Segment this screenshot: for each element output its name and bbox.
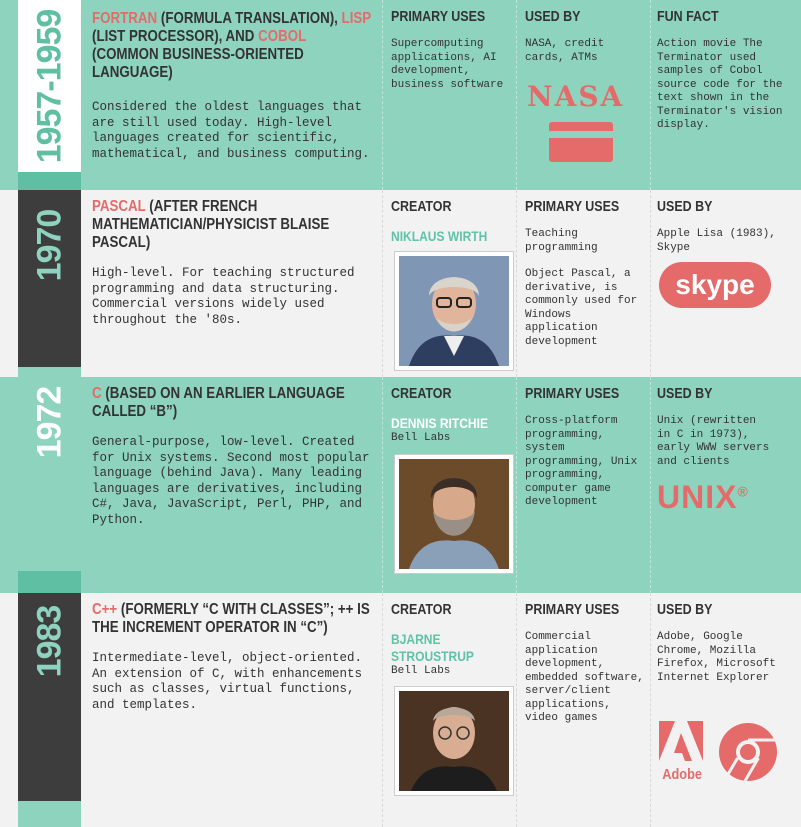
year-bar-tab [18, 571, 81, 593]
language-column: C++ (FORMERLY “C WITH CLASSES”; ++ IS TH… [92, 601, 382, 827]
creator-name: DENNIS RITCHIE [391, 415, 489, 431]
creator-column: CREATOR DENNIS RITCHIE Bell Labs [382, 377, 513, 593]
credit-card-icon [549, 122, 613, 162]
primary-uses-header: PRIMARY USES [525, 386, 620, 402]
language-name: C [92, 385, 102, 402]
language-title-text: (BASED ON AN EARLIER LANGUAGE CALLED “B”… [92, 385, 345, 420]
language-description: High-level. For teaching structured prog… [92, 266, 355, 327]
year-label: 1983 [30, 605, 69, 677]
year-bar [18, 190, 81, 367]
language-description: Considered the oldest languages that are… [92, 100, 370, 161]
language-title: PASCAL (AFTER FRENCH MATHEMATICIAN/PHYSI… [92, 198, 376, 252]
primary-uses-header: PRIMARY USES [525, 199, 620, 215]
language-title-text: (FORMERLY “C WITH CLASSES”; ++ IS THE IN… [92, 601, 370, 636]
primary-uses-text: Supercomputing applications, AI developm… [391, 38, 504, 91]
primary-uses-text: Commercial application development, embe… [525, 631, 644, 724]
row-1983: 1983 C++ (FORMERLY “C WITH CLASSES”; ++ … [0, 593, 801, 827]
primary-uses-column: PRIMARY USES Teaching programming Object… [516, 190, 647, 377]
language-description: Intermediate-level, object-oriented. An … [92, 651, 363, 712]
language-name: LISP [341, 10, 371, 27]
creator-header: CREATOR [391, 602, 452, 618]
creator-photo [395, 687, 513, 795]
fun-fact-column: FUN FACT Action movie The Terminator use… [650, 0, 801, 190]
used-by-column: USED BY Apple Lisa (1983), Skype skype [650, 190, 801, 377]
language-name: PASCAL [92, 198, 146, 215]
language-name: FORTRAN [92, 10, 158, 27]
year-label: 1957-1959 [30, 9, 69, 163]
adobe-a-icon [659, 721, 703, 761]
adobe-logo: Adobe [659, 721, 703, 787]
primary-uses-text: Cross-platform programming, system progr… [525, 415, 638, 508]
language-column: PASCAL (AFTER FRENCH MATHEMATICIAN/PHYSI… [92, 198, 382, 377]
year-label: 1972 [30, 386, 69, 458]
year-label: 1970 [30, 209, 69, 281]
primary-uses-header: PRIMARY USES [525, 602, 620, 618]
primary-uses-column: PRIMARY USES Commercial application deve… [516, 593, 647, 827]
skype-logo: skype [659, 262, 771, 308]
year-bar [18, 593, 81, 801]
row-1957-1959: 1957-1959 FORTRAN (FORMULA TRANSLATION),… [0, 0, 801, 190]
fun-fact-header: FUN FACT [657, 9, 719, 25]
language-title-text: (LIST PROCESSOR), AND [92, 28, 259, 45]
language-title: FORTRAN (FORMULA TRANSLATION), LISP (LIS… [92, 10, 376, 82]
year-bar [18, 0, 81, 172]
used-by-header: USED BY [657, 386, 713, 402]
used-by-column: USED BY Adobe, Google Chrome, Mozilla Fi… [650, 593, 801, 827]
creator-name: NIKLAUS WIRTH [391, 228, 488, 244]
used-by-text: Apple Lisa (1983), Skype [657, 228, 776, 254]
year-bar-tab [18, 172, 81, 190]
primary-uses-column: PRIMARY USES Cross-platform programming,… [516, 377, 647, 593]
creator-column: CREATOR BJARNE STROUSTRUP Bell Labs [382, 593, 513, 827]
used-by-header: USED BY [525, 9, 581, 25]
unix-logo: UNIX® [657, 479, 749, 515]
language-name: C++ [92, 601, 118, 618]
row-1972: 1972 C (BASED ON AN EARLIER LANGUAGE CAL… [0, 377, 801, 593]
creator-name: BJARNE STROUSTRUP [391, 631, 474, 664]
primary-uses-text: Teaching programming [525, 228, 598, 254]
language-column: C (BASED ON AN EARLIER LANGUAGE CALLED “… [92, 385, 382, 593]
used-by-column: USED BY Unix (rewritten in C in 1973), e… [650, 377, 801, 593]
used-by-header: USED BY [657, 199, 713, 215]
language-name: COBOL [258, 28, 307, 45]
chrome-icon [717, 721, 779, 788]
language-description: General-purpose, low-level. Created for … [92, 435, 370, 527]
used-by-text: Unix (rewritten in C in 1973), early WWW… [657, 415, 770, 468]
primary-uses-column: PRIMARY USES Supercomputing applications… [382, 0, 513, 190]
language-title: C (BASED ON AN EARLIER LANGUAGE CALLED “… [92, 385, 376, 421]
creator-header: CREATOR [391, 199, 452, 215]
used-by-text: Adobe, Google Chrome, Mozilla Firefox, M… [657, 631, 776, 684]
creator-org: Bell Labs [391, 432, 451, 444]
creator-header: CREATOR [391, 386, 452, 402]
nasa-logo: NASA [527, 80, 625, 113]
language-title: C++ (FORMERLY “C WITH CLASSES”; ++ IS TH… [92, 601, 376, 637]
primary-uses-header: PRIMARY USES [391, 9, 486, 25]
year-bar-tab [18, 801, 81, 827]
language-title-text: (AFTER FRENCH MATHEMATICIAN/PHYSICIST BL… [92, 198, 330, 251]
used-by-column: USED BY NASA, credit cards, ATMs NASA [516, 0, 647, 190]
used-by-header: USED BY [657, 602, 713, 618]
creator-org: Bell Labs [391, 665, 451, 677]
language-title-text: (FORMULA TRANSLATION), [157, 10, 342, 27]
row-1970: 1970 PASCAL (AFTER FRENCH MATHEMATICIAN/… [0, 190, 801, 377]
language-column: FORTRAN (FORMULA TRANSLATION), LISP (LIS… [92, 10, 382, 190]
creator-photo [395, 252, 513, 370]
fun-fact-text: Action movie The Terminator used samples… [657, 38, 783, 131]
creator-column: CREATOR NIKLAUS WIRTH [382, 190, 513, 377]
language-title-text: (COMMON BUSINESS-ORIENTED LANGUAGE) [92, 46, 304, 81]
primary-uses-text-2: Object Pascal, a derivative, is commonly… [525, 268, 638, 348]
creator-photo [395, 455, 513, 573]
year-bar-tab [18, 367, 81, 377]
used-by-text: NASA, credit cards, ATMs [525, 38, 605, 64]
